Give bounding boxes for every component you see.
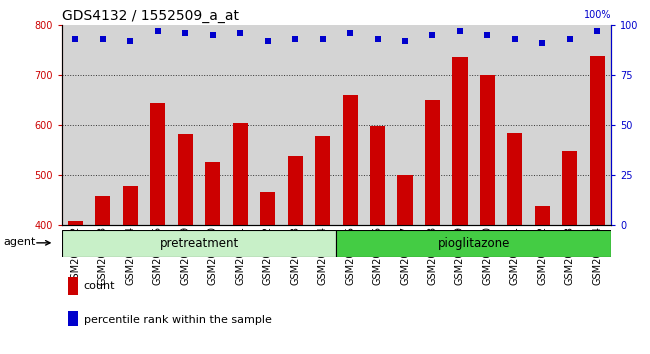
Point — [565, 36, 575, 42]
Point — [125, 38, 136, 44]
Bar — [233, 123, 248, 225]
Point — [510, 36, 520, 42]
Point — [317, 36, 328, 42]
Bar — [337, 25, 364, 225]
Bar — [205, 162, 220, 225]
Text: 100%: 100% — [584, 10, 611, 20]
Bar — [508, 133, 523, 225]
Bar — [556, 25, 584, 225]
Text: percentile rank within the sample: percentile rank within the sample — [84, 315, 272, 325]
Bar — [68, 311, 78, 326]
Bar — [254, 25, 281, 225]
Point — [592, 28, 603, 34]
Point — [235, 30, 246, 36]
Bar — [452, 57, 467, 225]
Bar — [501, 25, 528, 225]
Bar — [419, 25, 446, 225]
Bar — [315, 136, 330, 225]
Bar — [117, 25, 144, 225]
Bar — [337, 230, 611, 257]
Bar — [62, 25, 89, 225]
Bar — [309, 25, 337, 225]
Bar — [89, 25, 117, 225]
Bar — [425, 100, 440, 225]
Bar — [474, 25, 501, 225]
Bar — [227, 25, 254, 225]
Text: agent: agent — [3, 237, 36, 247]
Point — [345, 30, 356, 36]
Point — [263, 38, 273, 44]
Point — [98, 36, 108, 42]
Bar — [281, 25, 309, 225]
Bar — [562, 151, 577, 225]
Bar — [535, 206, 550, 225]
Bar — [123, 186, 138, 225]
Bar — [172, 25, 199, 225]
Bar — [144, 25, 172, 225]
Bar — [178, 134, 193, 225]
Text: pretreatment: pretreatment — [159, 237, 239, 250]
Bar — [96, 196, 111, 225]
Point — [153, 28, 163, 34]
Bar — [590, 56, 605, 225]
Point — [372, 36, 383, 42]
Point — [537, 40, 547, 46]
Bar — [260, 192, 275, 225]
Point — [455, 28, 465, 34]
Point — [482, 32, 493, 38]
Bar — [288, 156, 303, 225]
Point — [290, 36, 300, 42]
Bar — [343, 95, 358, 225]
Text: count: count — [84, 281, 115, 291]
Bar — [446, 25, 474, 225]
Point — [427, 32, 437, 38]
Bar — [68, 277, 78, 295]
Point — [180, 30, 190, 36]
Bar — [199, 25, 227, 225]
Bar — [398, 175, 413, 225]
Point — [70, 36, 81, 42]
Bar — [584, 25, 611, 225]
Bar — [364, 25, 391, 225]
Text: GDS4132 / 1552509_a_at: GDS4132 / 1552509_a_at — [62, 9, 239, 23]
Point — [207, 32, 218, 38]
Bar — [370, 126, 385, 225]
Bar — [150, 103, 165, 225]
Bar — [528, 25, 556, 225]
Bar — [391, 25, 419, 225]
Bar — [62, 230, 337, 257]
Text: pioglitazone: pioglitazone — [437, 237, 510, 250]
Bar — [480, 75, 495, 225]
Point — [400, 38, 410, 44]
Bar — [68, 221, 83, 225]
